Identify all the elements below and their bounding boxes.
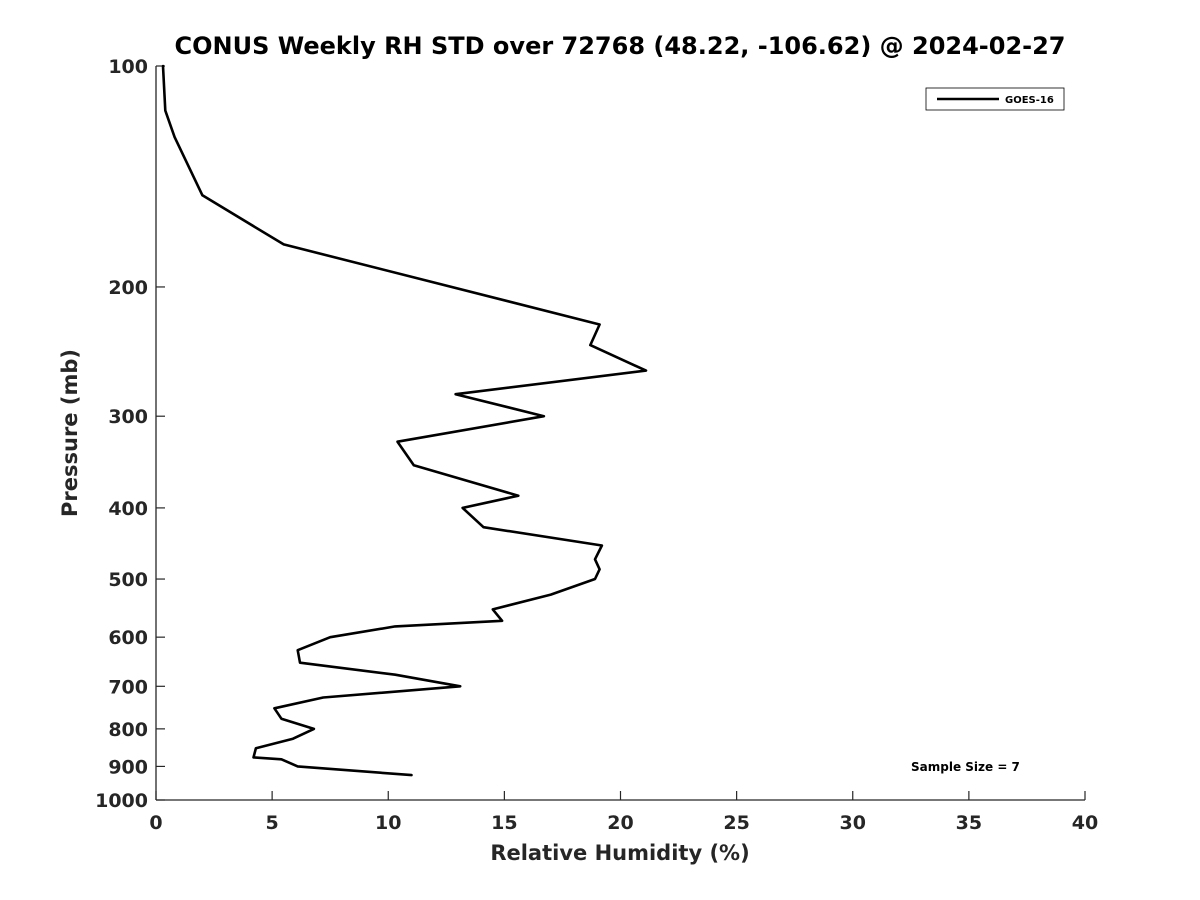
x-tick-label: 40: [1072, 812, 1098, 834]
x-tick-label: 0: [149, 812, 162, 834]
series-line-goes-16: [161, 64, 648, 777]
x-tick-group: 0 5 10 15 20 25 30 35 40: [149, 791, 1098, 834]
y-tick-label: 200: [108, 277, 148, 299]
x-axis-label: Relative Humidity (%): [490, 841, 749, 865]
sample-size-annotation: Sample Size = 7: [911, 760, 1020, 774]
x-tick-label: 35: [956, 812, 982, 834]
x-tick-label: 25: [723, 812, 749, 834]
x-tick-label: 20: [607, 812, 633, 834]
x-tick-label: 10: [375, 812, 401, 834]
y-tick-label: 300: [108, 406, 148, 428]
chart-title: CONUS Weekly RH STD over 72768 (48.22, -…: [174, 32, 1065, 60]
y-tick-label: 800: [108, 719, 148, 741]
x-tick-label: 5: [266, 812, 279, 834]
y-tick-label: 900: [108, 756, 148, 778]
y-tick-group: 100 200 300 400 500 600 700 800 900 1000: [95, 56, 165, 812]
y-tick-label: 400: [108, 498, 148, 520]
series-layer: [161, 64, 648, 777]
y-tick-label: 700: [108, 676, 148, 698]
legend: GOES-16: [925, 87, 1065, 111]
legend-label-goes-16: GOES-16: [1005, 95, 1054, 106]
x-tick-label: 15: [491, 812, 517, 834]
y-axis-label: Pressure (mb): [58, 349, 82, 517]
x-tick-label: 30: [840, 812, 866, 834]
y-tick-label: 100: [108, 56, 148, 78]
y-tick-label: 500: [108, 569, 148, 591]
y-tick-label: 600: [108, 627, 148, 649]
y-tick-label: 1000: [95, 790, 148, 812]
